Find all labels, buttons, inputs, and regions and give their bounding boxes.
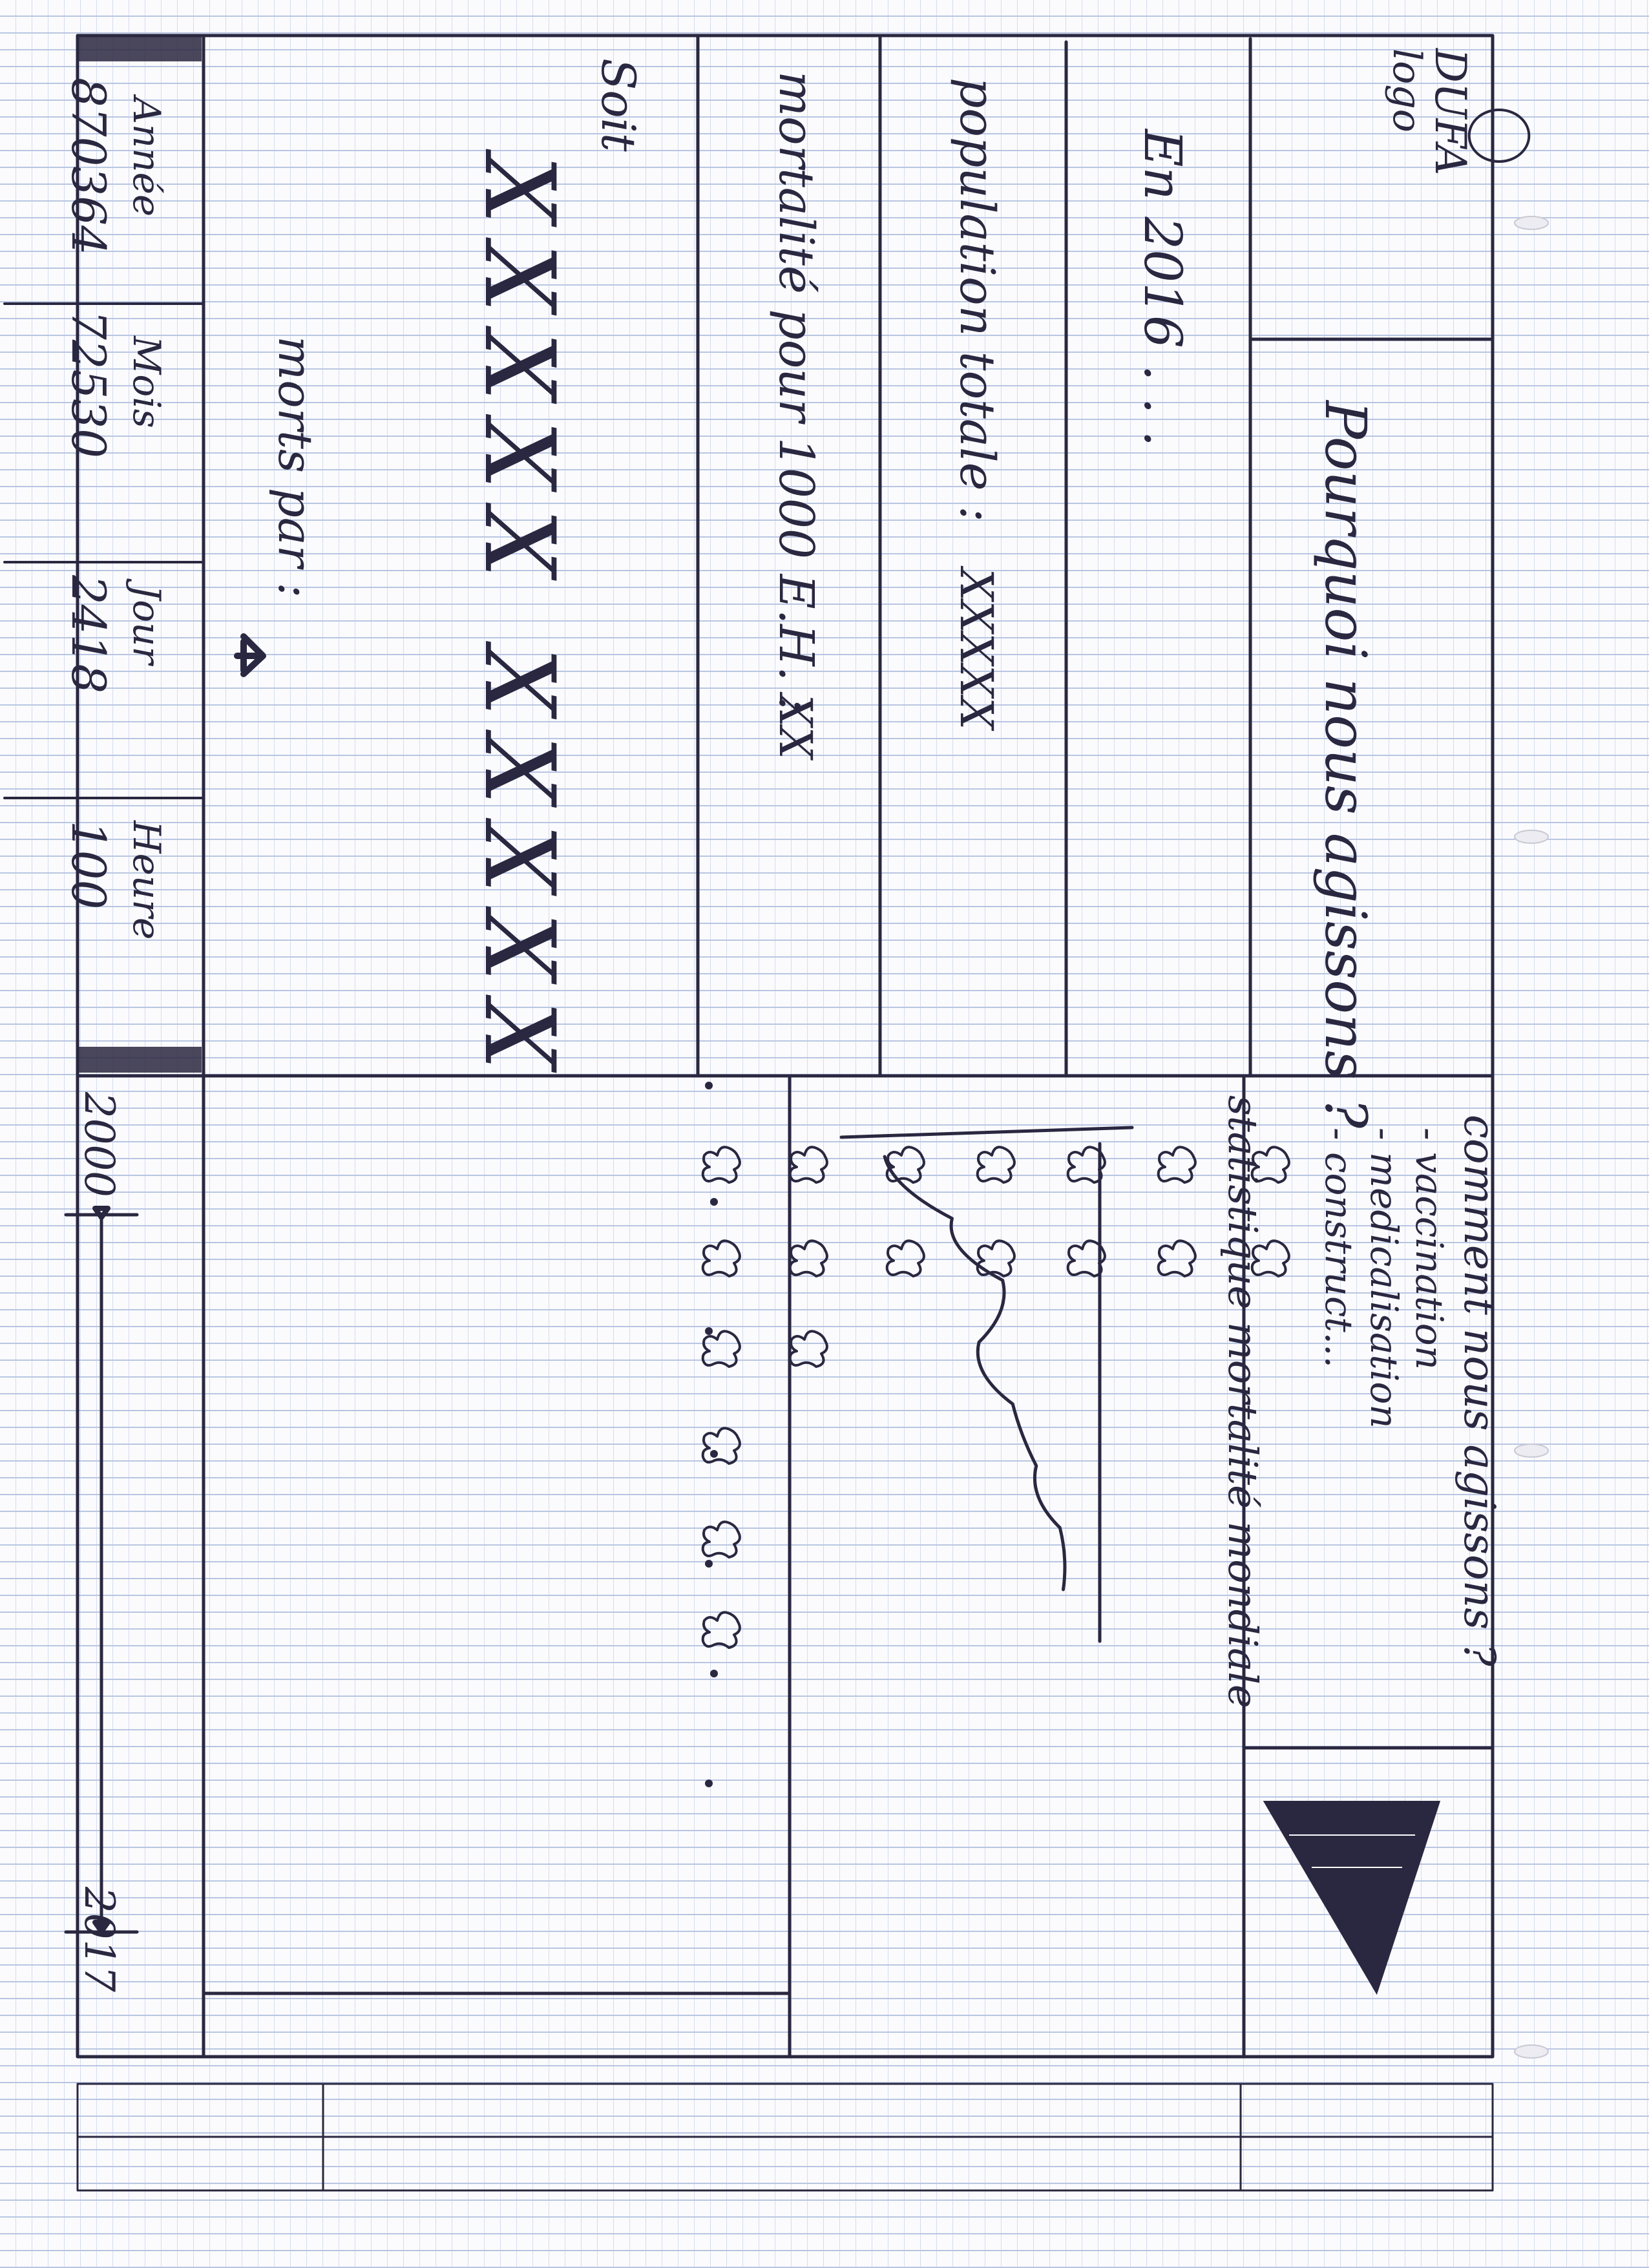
how-item: - vaccination (1407, 1128, 1451, 1370)
continuation-dot-icon (710, 1450, 718, 1458)
counter-dividers (3, 302, 203, 799)
logo-name: DUFA (1425, 48, 1475, 175)
people-icon-grid (701, 1082, 1290, 1787)
logo-caption: logo (1384, 48, 1429, 132)
logo-mark-icon (1467, 109, 1531, 163)
continuation-dot-icon (705, 1327, 713, 1335)
timeline-marker-icon (92, 1206, 110, 1934)
continuation-dot-icon (710, 1198, 718, 1206)
mortality-value: XX (769, 691, 822, 761)
continuation-dot-icon (705, 1780, 713, 1787)
page-title: Pourquoi nous agissons ? (1312, 399, 1379, 1129)
person-icon (976, 1239, 1016, 1277)
person-icon (976, 1146, 1016, 1184)
counter-value: 100 (61, 821, 116, 909)
counter-value: 72530 (61, 310, 116, 458)
person-icon (885, 1239, 925, 1277)
deaths-label: morts par : (268, 336, 322, 598)
timeline-start: 2000 (75, 1091, 123, 1197)
person-icon (1066, 1146, 1106, 1184)
logo-area: DUFA logo (1384, 48, 1531, 175)
triangle-decoration (1263, 1801, 1441, 1995)
arrow-pointer-icon (234, 633, 266, 677)
stats-block: population totale : XXXXX mortalité pour… (234, 58, 1005, 1089)
person-icon (701, 1427, 741, 1465)
person-icon (788, 1239, 828, 1277)
intro-text: En 2016 . . . (1133, 128, 1193, 447)
counters-strip: Année 870364 Mois 72530 Jour 2418 Heure … (3, 78, 203, 940)
person-icon (1157, 1146, 1197, 1184)
counter-label: Mois (125, 335, 169, 428)
person-icon (1250, 1239, 1290, 1277)
counter-value: 870364 (61, 78, 116, 255)
counter-value: 2418 (61, 574, 116, 693)
continuation-dot-icon (705, 1082, 713, 1089)
population-value: XXXXX (950, 565, 1003, 731)
layout-frame (76, 34, 1495, 2059)
chart-series-line (883, 1155, 1067, 1591)
population-label: population totale : (949, 78, 1005, 522)
how-title: comment nous agissons ? (1455, 1115, 1504, 1666)
how-item: - medicalisation (1362, 1128, 1406, 1429)
person-icon (701, 1146, 741, 1184)
how-item: - construct... (1317, 1128, 1361, 1368)
chart: statistique mortalité mondiale (839, 1095, 1266, 1708)
person-icon (1250, 1146, 1290, 1184)
person-icon (788, 1146, 828, 1184)
counter-label: Jour (125, 578, 169, 667)
person-icon (788, 1330, 828, 1368)
chart-axes (839, 1126, 1134, 1643)
binder-holes (1514, 216, 1549, 2059)
person-icon (701, 1239, 741, 1277)
person-icon (1066, 1239, 1106, 1277)
mortality-label: mortalité pour 1000 E.H. : (768, 71, 824, 713)
person-icon (701, 1611, 741, 1649)
continuation-dot-icon (705, 1560, 713, 1568)
counter-label: Heure (125, 820, 169, 940)
continuation-dot-icon (710, 1670, 718, 1677)
person-icon (1157, 1239, 1197, 1277)
person-icon (701, 1520, 741, 1559)
person-icon (885, 1146, 925, 1184)
person-icon (701, 1330, 741, 1368)
total-value: XXXXX XXXXX (463, 149, 575, 1089)
footer-table (76, 2083, 1494, 2192)
timeline-end: 2017 (75, 1886, 123, 1992)
scribble-marks (79, 37, 202, 1073)
total-label: Soit (591, 58, 646, 152)
chart-caption: statistique mortalité mondiale (1219, 1095, 1266, 1708)
rotated-layout: DUFA logo Pourquoi nous agissons ? comme… (3, 48, 1531, 1992)
counter-label: Année (125, 94, 169, 216)
how-section: comment nous agissons ? - vaccination - … (1317, 1115, 1504, 1666)
timeline: 2000 2017 (64, 1091, 139, 1992)
